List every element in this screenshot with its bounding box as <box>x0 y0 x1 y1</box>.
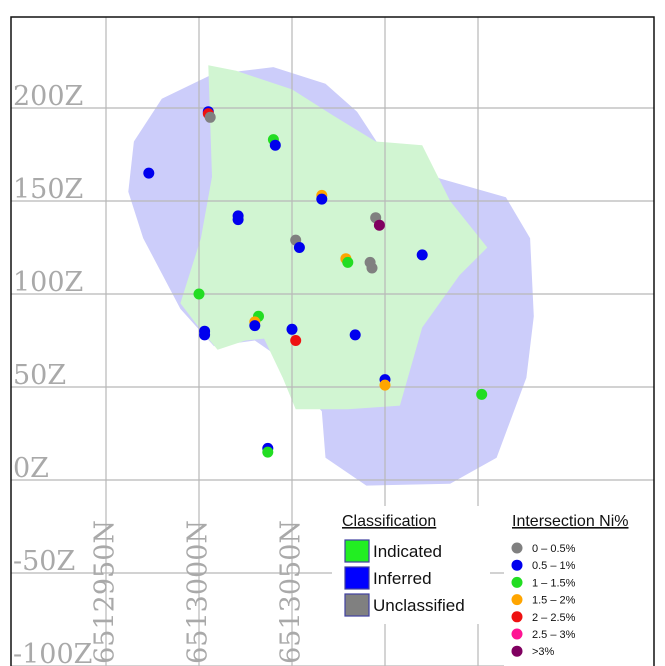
intersection-point <box>143 167 155 179</box>
intersection-point <box>204 111 216 123</box>
y-tick-label: 200Z <box>13 81 83 112</box>
intersection-point <box>249 320 261 332</box>
intersection-point <box>286 323 298 335</box>
y-tick-label: 0Z <box>13 453 49 484</box>
intersection-point <box>316 193 328 205</box>
classification-swatch <box>344 539 370 563</box>
grade-label: 2.5 – 3% <box>532 629 576 641</box>
grade-label: 1.5 – 2% <box>532 595 576 607</box>
intersection-point <box>379 379 391 391</box>
classification-label: Unclassified <box>373 596 465 615</box>
grade-legend-bg <box>504 506 659 666</box>
x-tick-label: 6512950N <box>90 520 121 664</box>
classification-legend: Classification Indicated Inferred Unclassi… <box>332 506 490 624</box>
intersection-point <box>193 288 205 300</box>
intersection-point <box>199 329 211 341</box>
y-tick-label: 100Z <box>13 267 83 298</box>
intersection-point <box>416 249 428 261</box>
grade-swatch <box>511 628 523 640</box>
y-tick-label: -100Z <box>13 639 92 666</box>
intersection-point <box>373 219 385 231</box>
intersection-points <box>143 106 488 458</box>
intersection-point <box>476 388 488 400</box>
y-tick-label: 150Z <box>13 174 83 205</box>
grade-swatch <box>511 576 523 588</box>
intersection-point <box>262 446 274 458</box>
grade-swatch <box>511 611 523 623</box>
grade-label: >3% <box>532 646 555 658</box>
x-tick-label: 6513050N <box>276 520 307 664</box>
intersection-point <box>342 256 354 268</box>
grade-label: 2 – 2.5% <box>532 612 576 624</box>
intersection-point <box>366 262 378 274</box>
intersection-point <box>349 329 361 341</box>
x-tick-label: 6513000N <box>183 520 214 664</box>
y-tick-labels: 200Z 150Z 100Z 50Z 0Z -50Z -100Z <box>13 81 92 666</box>
intersection-point <box>232 214 244 226</box>
classification-label: Indicated <box>373 542 442 561</box>
grade-legend-title: Intersection Ni% <box>512 513 629 530</box>
grade-label: 0 – 0.5% <box>532 543 576 555</box>
classification-label: Inferred <box>373 569 432 588</box>
classification-swatch <box>344 566 370 590</box>
classification-legend-title: Classification <box>342 513 436 530</box>
y-tick-label: -50Z <box>13 546 75 577</box>
classification-swatch <box>344 593 370 617</box>
grade-swatch <box>511 645 523 657</box>
intersection-point <box>290 335 302 346</box>
grade-swatch <box>511 559 523 571</box>
grade-label: 0.5 – 1% <box>532 560 576 572</box>
intersection-point <box>293 242 305 253</box>
intersection-point <box>269 139 281 151</box>
grade-legend: Intersection Ni% 0 – 0.5% 0.5 – 1% 1 – 1.5… <box>504 506 659 666</box>
grade-swatch <box>511 594 523 606</box>
grade-label: 1 – 1.5% <box>532 577 576 589</box>
y-tick-label: 50Z <box>13 360 66 391</box>
x-tick-labels: 6512950N 6513000N 6513050N <box>90 520 307 664</box>
grade-swatch <box>511 542 523 554</box>
plot-border <box>10 16 655 666</box>
